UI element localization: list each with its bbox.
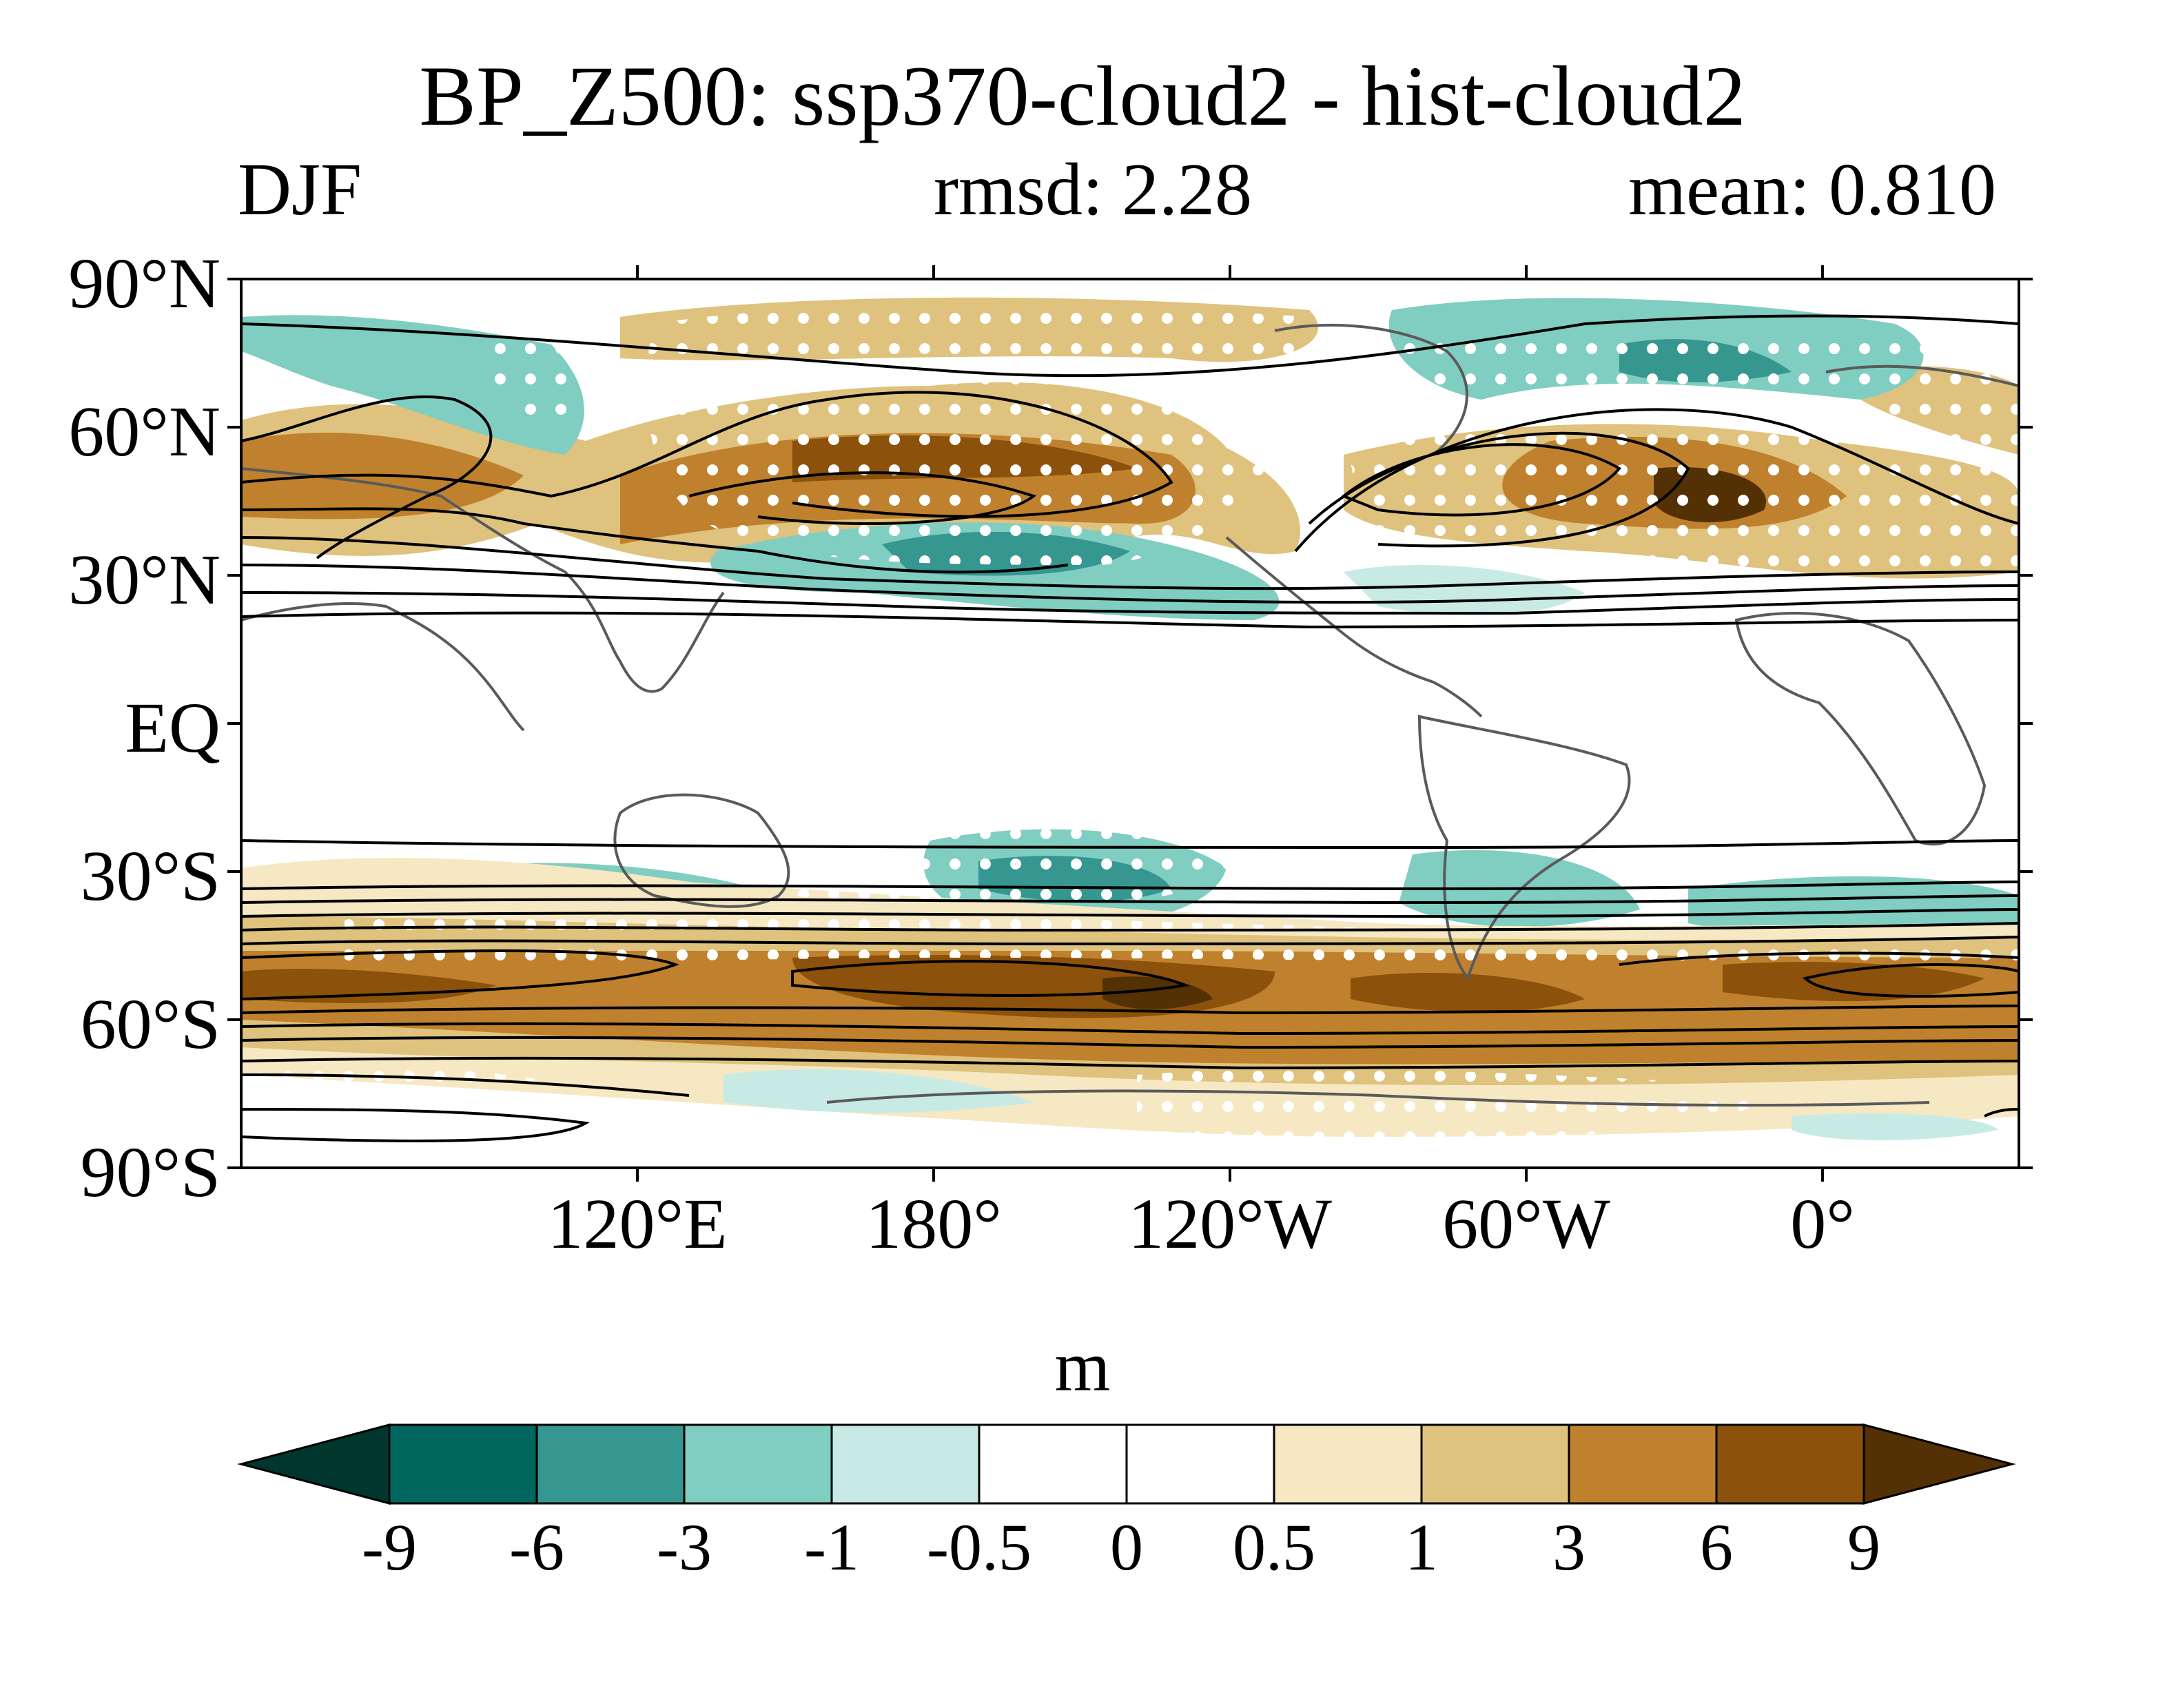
colorbar-label: -0.5 bbox=[927, 1510, 1032, 1584]
colorbar-label: 3 bbox=[1552, 1510, 1586, 1584]
lon-label: 0° bbox=[1790, 1184, 1855, 1264]
significance-stippling bbox=[241, 305, 2019, 1143]
colorbar-label: 1 bbox=[1405, 1510, 1438, 1584]
lat-label: 30°S bbox=[80, 836, 220, 916]
lon-label: 120°E bbox=[547, 1184, 728, 1264]
coastlines bbox=[241, 323, 2019, 1107]
colorbar-bin bbox=[388, 1423, 538, 1505]
lon-label: 60°W bbox=[1442, 1184, 1610, 1264]
colorbar-label: 0 bbox=[1110, 1510, 1143, 1584]
map-title: BP_Z500: ssp370-cloud2 - hist-cloud2 bbox=[419, 49, 1746, 143]
colorbar-bin bbox=[535, 1423, 686, 1505]
colorbar-unit: m bbox=[1054, 1327, 1111, 1406]
lon-label: 180° bbox=[865, 1184, 1002, 1264]
map-plot-area bbox=[241, 279, 2019, 1168]
colorbar-bin bbox=[978, 1423, 1128, 1505]
colorbar-bin bbox=[1715, 1423, 1865, 1505]
colorbar-bin bbox=[683, 1423, 833, 1505]
rmsd-label: rmsd: 2.28 bbox=[934, 149, 1253, 231]
mean-label: mean: 0.810 bbox=[1628, 149, 1996, 231]
colorbar-label: -3 bbox=[657, 1510, 712, 1584]
colorbar-bin bbox=[1273, 1423, 1423, 1505]
colorbar-end-high bbox=[1863, 1423, 2016, 1505]
colorbar-label: -6 bbox=[509, 1510, 564, 1584]
colorbar-label: -9 bbox=[362, 1510, 417, 1584]
lon-label: 120°W bbox=[1128, 1184, 1332, 1264]
colorbar-label: 6 bbox=[1700, 1510, 1733, 1584]
colorbar-label: 0.5 bbox=[1233, 1510, 1315, 1584]
colorbar-bin bbox=[1420, 1423, 1570, 1505]
colorbar-label: 9 bbox=[1847, 1510, 1880, 1584]
lat-label: 30°N bbox=[68, 540, 220, 619]
colorbar-bin bbox=[1568, 1423, 1718, 1505]
axis-ticks bbox=[227, 265, 2033, 1182]
season-label: DJF bbox=[238, 149, 362, 231]
lat-label: 90°S bbox=[80, 1133, 220, 1212]
lat-label: EQ bbox=[125, 688, 220, 768]
colorbar-bin bbox=[830, 1423, 981, 1505]
lat-label: 60°S bbox=[80, 985, 220, 1064]
lat-label: 60°N bbox=[68, 392, 220, 471]
climatology-contours bbox=[241, 314, 2019, 1142]
colorbar-label: -1 bbox=[804, 1510, 859, 1584]
lat-label: 90°N bbox=[68, 244, 220, 323]
colorbar bbox=[237, 1423, 2016, 1505]
colorbar-bin bbox=[1125, 1423, 1275, 1505]
colorbar-end-low bbox=[237, 1423, 391, 1505]
